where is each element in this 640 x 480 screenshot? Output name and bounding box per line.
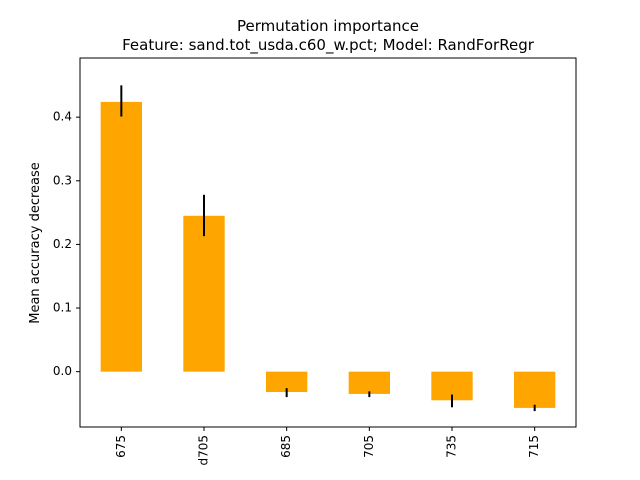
- x-tick-label: 685: [279, 435, 293, 458]
- chart-subtitle: Feature: sand.tot_usda.c60_w.pct; Model:…: [122, 36, 535, 55]
- bar: [100, 101, 142, 372]
- bar: [266, 371, 308, 393]
- y-tick-label: 0.2: [53, 237, 72, 251]
- y-axis: 0.0 0.1 0.2 0.3 0.4: [53, 110, 80, 378]
- error-bars-group: [120, 85, 536, 412]
- y-tick-label: 0.3: [53, 173, 72, 187]
- chart-title: Permutation importance: [237, 17, 419, 35]
- y-tick-label: 0.1: [53, 301, 72, 315]
- x-tick-label: 735: [445, 435, 459, 458]
- bar: [183, 215, 225, 372]
- x-tick-label: 675: [114, 435, 128, 458]
- bar: [514, 371, 556, 408]
- y-axis-label: Mean accuracy decrease: [28, 162, 43, 324]
- bars-group: [100, 101, 556, 408]
- x-axis: 675 d705 685 705 735 715: [114, 427, 541, 466]
- y-tick-label: 0.0: [53, 364, 72, 378]
- y-tick-label: 0.4: [53, 110, 72, 124]
- x-tick-label: 705: [362, 435, 376, 458]
- bar: [348, 371, 390, 394]
- plot-frame: [79, 57, 577, 428]
- x-tick-label: 715: [527, 435, 541, 458]
- x-tick-label: d705: [197, 435, 211, 466]
